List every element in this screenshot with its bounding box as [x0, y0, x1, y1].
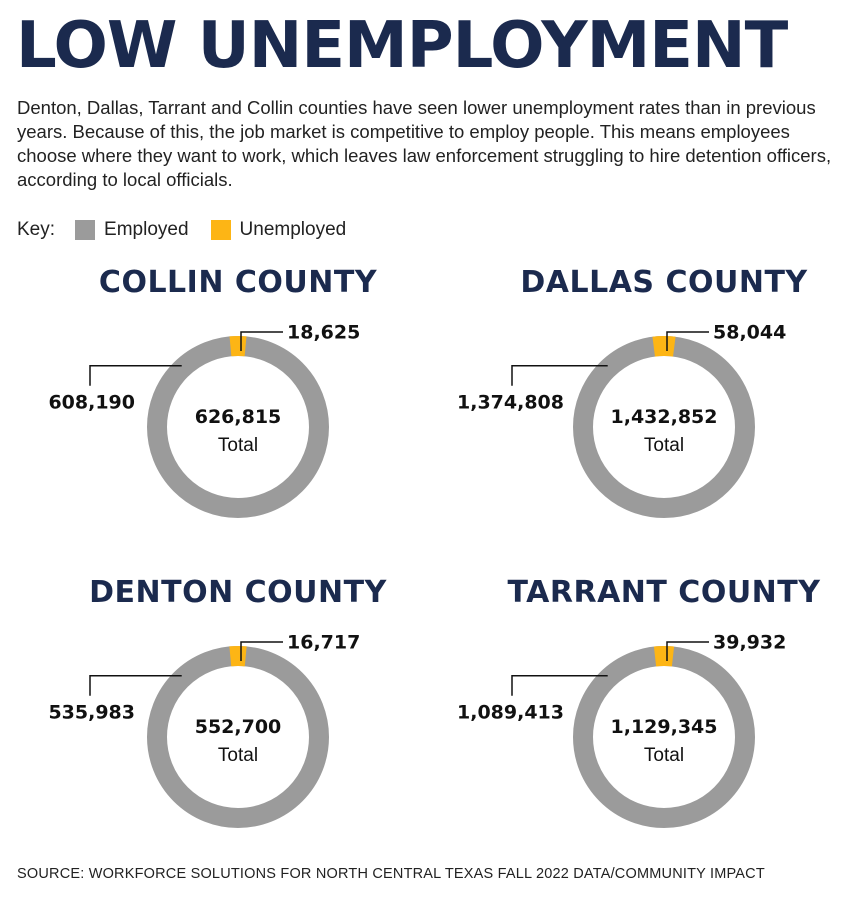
total-value: 552,700	[195, 716, 282, 738]
unemployed-label: 58,044	[713, 322, 786, 344]
legend: Key: Employed Unemployed	[17, 218, 346, 242]
legend-swatch-employed	[75, 220, 96, 240]
employed-label: 1,089,413	[457, 702, 564, 724]
employed-label: 535,983	[48, 702, 135, 724]
unemployed-label: 39,932	[713, 632, 786, 654]
unemployed-leader-line	[666, 641, 709, 661]
county-title: DENTON COUNTY	[89, 575, 387, 610]
employed-leader-line	[89, 364, 182, 386]
page-title: LOW UNEMPLOYMENT	[16, 9, 788, 83]
chart-panel-denton: DENTON COUNTY 16,717 535,983 552,700 Total	[25, 575, 451, 885]
total-label: Total	[218, 745, 258, 766]
county-title: COLLIN COUNTY	[98, 265, 378, 300]
unemployed-leader-line	[240, 641, 283, 661]
legend-unemployed-label: Unemployed	[239, 219, 347, 240]
legend-swatch-unemployed	[210, 220, 231, 240]
donut-chart: 39,932 1,089,413 1,129,345 Total	[457, 632, 786, 828]
source-note: SOURCE: WORKFORCE SOLUTIONS FOR NORTH CE…	[17, 866, 765, 882]
employed-label: 608,190	[48, 392, 135, 414]
total-label: Total	[644, 745, 684, 766]
total-value: 1,432,852	[611, 406, 718, 428]
chart-panel-dallas: DALLAS COUNTY 58,044 1,374,808 1,432,852 To…	[451, 265, 852, 575]
employed-leader-line	[511, 674, 608, 696]
donut-chart: 58,044 1,374,808 1,432,852 Total	[457, 322, 786, 518]
total-value: 1,129,345	[611, 716, 718, 738]
unemployed-leader-line	[240, 331, 283, 351]
chart-panel-tarrant: TARRANT COUNTY 39,932 1,089,413 1,129,345 T…	[451, 575, 852, 885]
intro-text: Denton, Dallas, Tarrant and Collin count…	[17, 97, 832, 190]
employed-leader-line	[511, 364, 608, 386]
chart-panel-collin: COLLIN COUNTY 18,625 608,190 626,815 Total	[25, 265, 451, 575]
donut-chart: 16,717 535,983 552,700 Total	[48, 632, 360, 828]
total-label: Total	[218, 435, 258, 456]
county-title: TARRANT COUNTY	[507, 575, 821, 610]
unemployed-leader-line	[666, 331, 709, 351]
county-title: DALLAS COUNTY	[520, 265, 808, 300]
unemployed-slice	[652, 336, 676, 357]
unemployed-label: 16,717	[287, 632, 360, 654]
total-value: 626,815	[195, 406, 282, 428]
total-label: Total	[644, 435, 684, 456]
employed-leader-line	[89, 674, 182, 696]
legend-label: Key:	[17, 219, 56, 240]
employed-label: 1,374,808	[457, 392, 564, 414]
legend-employed-label: Employed	[104, 219, 189, 240]
unemployed-label: 18,625	[287, 322, 360, 344]
donut-chart: 18,625 608,190 626,815 Total	[48, 322, 360, 518]
